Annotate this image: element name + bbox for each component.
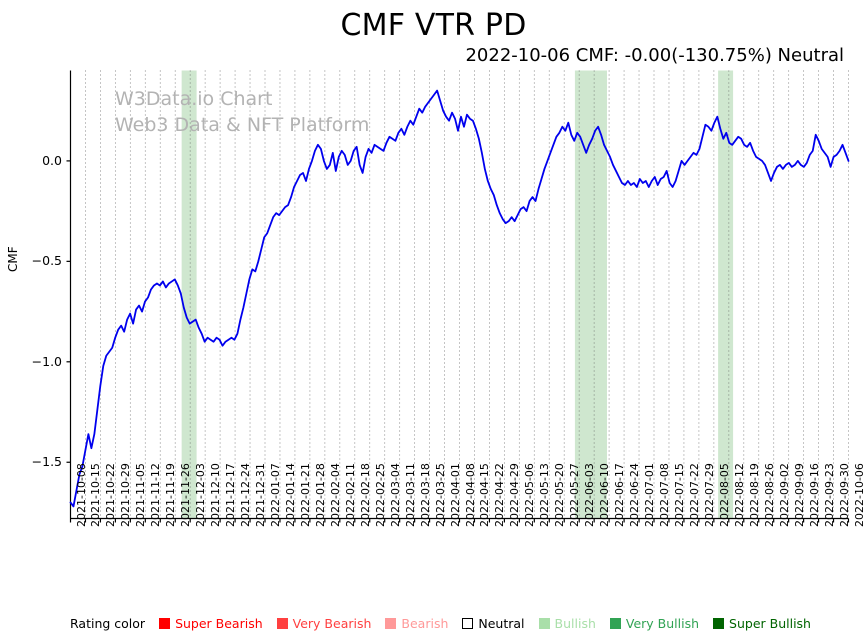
x-tick-label: 2022-05-06 xyxy=(523,462,537,527)
x-tick-label: 2021-11-12 xyxy=(149,462,163,527)
x-tick-label: 2022-10-06 xyxy=(852,462,866,527)
x-tick-label: 2022-02-04 xyxy=(328,462,342,527)
x-tick-label: 2022-09-16 xyxy=(807,462,821,527)
grid-lines xyxy=(70,70,849,519)
x-tick-label: 2022-03-04 xyxy=(388,462,402,527)
legend-item[interactable]: Bullish xyxy=(538,616,596,631)
x-tick-label: 2022-03-11 xyxy=(403,462,417,527)
x-tick-label: 2022-03-18 xyxy=(418,462,432,527)
x-tick-label: 2021-10-15 xyxy=(89,462,103,527)
x-tick-label: 2021-12-03 xyxy=(194,462,208,527)
x-tick-label: 2022-04-15 xyxy=(478,462,492,527)
x-tick-label: 2021-12-31 xyxy=(254,462,268,527)
x-tick-label: 2022-02-25 xyxy=(373,462,387,527)
legend-swatch-icon xyxy=(462,618,474,629)
x-tick-label: 2022-01-21 xyxy=(298,462,312,527)
legend-swatch-icon xyxy=(713,618,725,629)
x-tick-label: 2022-06-24 xyxy=(628,462,642,527)
rating-color-legend: Rating color Super Bearish Very Bearish Be… xyxy=(70,616,811,631)
x-tick-label: 2021-12-17 xyxy=(224,462,238,527)
x-tick-label: 2022-04-22 xyxy=(493,462,507,527)
legend-swatch-icon xyxy=(609,618,621,629)
y-tick-label: 0.0 xyxy=(42,152,62,168)
x-tick-label: 2021-10-29 xyxy=(119,462,133,527)
legend-swatch-icon xyxy=(538,618,550,629)
legend-item[interactable]: Super Bearish xyxy=(159,616,263,631)
x-tick-label: 2022-09-02 xyxy=(777,462,791,527)
cmf-series-line xyxy=(69,89,850,508)
x-tick-label: 2022-01-28 xyxy=(313,462,327,527)
legend-item[interactable]: Very Bullish xyxy=(609,616,700,631)
x-tick-label: 2022-06-03 xyxy=(583,462,597,527)
x-tick-label: 2022-07-08 xyxy=(658,462,671,527)
x-tick-label: 2021-11-05 xyxy=(134,462,148,527)
x-tick-label: 2022-08-26 xyxy=(762,462,776,527)
x-tick-label: 2021-12-24 xyxy=(239,462,253,527)
legend-label: Bearish xyxy=(401,616,449,631)
x-tick-label: 2022-08-05 xyxy=(717,462,731,527)
legend-swatch-icon xyxy=(159,618,171,629)
x-tick-label: 2022-07-22 xyxy=(687,462,701,527)
legend-label: Neutral xyxy=(478,616,525,631)
x-tick-label: 2022-05-13 xyxy=(538,462,552,527)
legend-label: Super Bullish xyxy=(729,616,811,631)
legend-label: Very Bearish xyxy=(292,616,372,631)
legend-item[interactable]: Bearish xyxy=(385,616,448,631)
x-tick-label: 2022-02-11 xyxy=(343,462,357,527)
x-tick-label: 2021-12-10 xyxy=(209,462,223,527)
x-tick-label: 2022-06-17 xyxy=(613,462,627,527)
x-tick-label: 2022-03-25 xyxy=(433,462,447,527)
legend-item[interactable]: Very Bearish xyxy=(276,616,372,631)
x-tick-label: 2022-06-10 xyxy=(598,462,612,527)
chart-subtitle: 2022-10-06 CMF: -0.00(-130.75%) Neutral xyxy=(465,45,844,66)
x-tick-label: 2022-08-19 xyxy=(747,462,761,527)
x-tick-label: 2022-05-20 xyxy=(553,462,567,527)
x-tick-label: 2022-07-29 xyxy=(702,462,716,527)
x-tick-label: 2022-04-01 xyxy=(448,462,462,527)
legend-item[interactable]: Neutral xyxy=(462,616,525,631)
x-tick-label: 2022-05-27 xyxy=(568,462,582,527)
x-tick-label: 2022-04-29 xyxy=(508,462,522,527)
x-tick-label: 2021-11-19 xyxy=(164,462,178,527)
x-tick-label: 2021-11-26 xyxy=(179,462,193,527)
legend-title: Rating color xyxy=(70,616,146,631)
legend-label: Super Bearish xyxy=(175,616,263,631)
x-tick-label: 2022-09-23 xyxy=(822,462,836,527)
x-tick-label: 2022-01-07 xyxy=(269,462,282,527)
legend-label: Bullish xyxy=(554,616,596,631)
y-tick-label: −0.5 xyxy=(31,253,62,269)
page-title: CMF VTR PD xyxy=(340,8,527,43)
legend-item[interactable]: Super Bullish xyxy=(713,616,811,631)
x-tick-label: 2022-07-15 xyxy=(672,462,686,527)
x-tick-label: 2022-09-09 xyxy=(792,462,806,527)
legend-label: Very Bullish xyxy=(625,616,700,631)
x-tick-label: 2022-01-14 xyxy=(283,462,297,527)
x-tick-label: 2022-02-18 xyxy=(358,462,372,527)
rating-bands xyxy=(181,70,734,519)
y-tick-label: −1.0 xyxy=(31,353,62,369)
legend-swatch-icon xyxy=(276,618,288,629)
x-tick-label: 2022-08-12 xyxy=(732,462,746,527)
x-tick-label: 2021-10-08 xyxy=(74,462,88,527)
x-tick-label: 2022-07-01 xyxy=(643,462,657,527)
x-tick-label: 2022-09-30 xyxy=(837,462,851,527)
y-tick-label: −1.5 xyxy=(31,454,62,470)
x-tick-label: 2021-10-22 xyxy=(104,462,118,527)
legend-swatch-icon xyxy=(385,618,397,629)
x-tick-label: 2022-04-08 xyxy=(463,462,477,527)
